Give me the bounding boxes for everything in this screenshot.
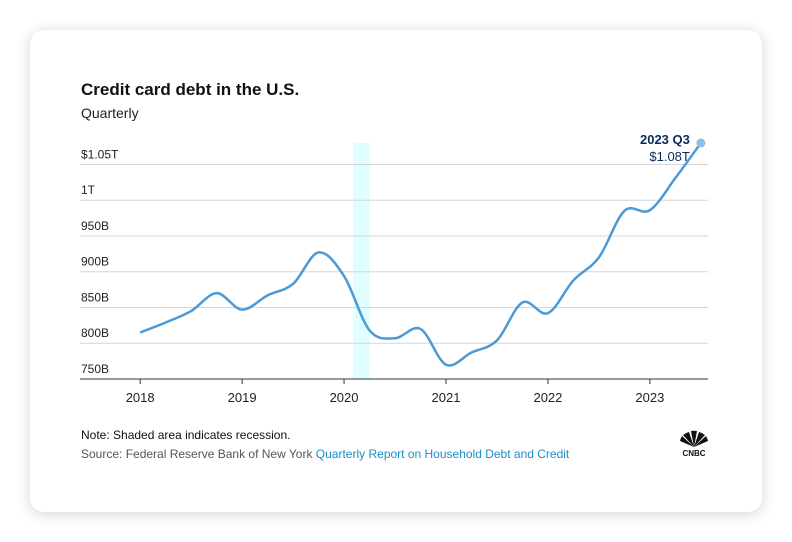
recession-band: [353, 143, 370, 379]
y-tick-label: 850B: [81, 290, 109, 304]
source-text: Source: Federal Reserve Bank of New York: [81, 447, 313, 461]
source: Source: Federal Reserve Bank of New York…: [81, 447, 570, 461]
logo: CNBC: [680, 430, 708, 458]
y-tick-label: $1.05T: [81, 147, 119, 161]
x-tick-label: 2021: [432, 390, 461, 405]
x-tick-label: 2019: [228, 390, 257, 405]
y-tick-label: 800B: [81, 326, 109, 340]
chart-title: Credit card debt in the U.S.: [81, 80, 299, 99]
chart-subtitle: Quarterly: [81, 105, 139, 121]
annotation-value: $1.08T: [649, 149, 690, 164]
logo-text: CNBC: [682, 449, 705, 458]
y-tick-label: 750B: [81, 362, 109, 376]
y-tick-label: 950B: [81, 219, 109, 233]
end-point: [696, 138, 706, 148]
source-link[interactable]: Quarterly Report on Household Debt and C…: [316, 447, 570, 461]
series-line: [139, 142, 702, 367]
x-tick-label: 2023: [635, 390, 664, 405]
annotation-label: 2023 Q3: [640, 132, 690, 147]
y-tick-label: 1T: [81, 183, 96, 197]
card: [30, 30, 762, 512]
x-tick-label: 2020: [330, 390, 359, 405]
note: Note: Shaded area indicates recession.: [81, 428, 290, 442]
x-tick-label: 2022: [533, 390, 562, 405]
y-tick-label: 900B: [81, 255, 109, 269]
x-tick-label: 2018: [126, 390, 155, 405]
